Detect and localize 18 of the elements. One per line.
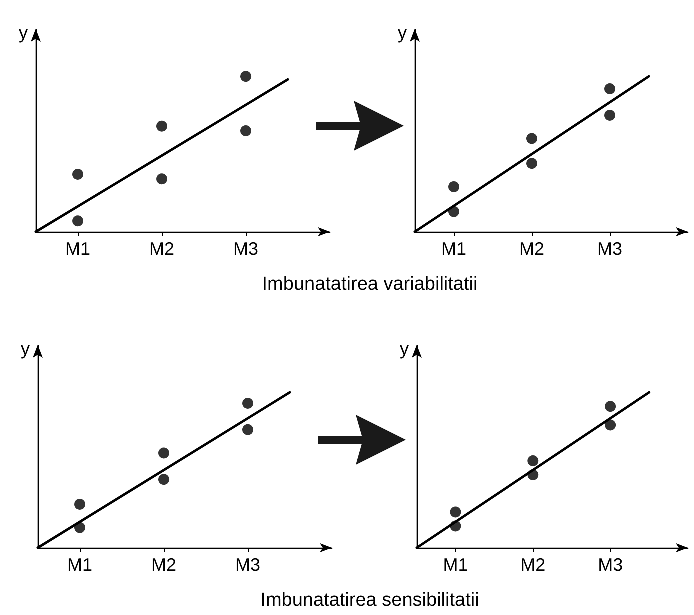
y-axis-title: y xyxy=(400,339,409,359)
x-tick-label: M3 xyxy=(597,239,623,259)
x-tick-label: M2 xyxy=(151,555,177,575)
y-axis-title: y xyxy=(19,23,28,43)
x-tick-label: M3 xyxy=(233,239,259,259)
y-axis-title: y xyxy=(398,23,407,43)
x-tick-label: M1 xyxy=(65,239,91,259)
y-axis-title: y xyxy=(21,339,30,359)
x-tick-label: M2 xyxy=(149,239,175,259)
x-tick-label: M2 xyxy=(520,555,546,575)
x-tick-label: M1 xyxy=(443,555,468,575)
x-tick-label: M3 xyxy=(598,555,624,575)
x-tick-label: M2 xyxy=(519,239,545,259)
x-tick-label: M1 xyxy=(67,555,93,575)
x-tick-label: M1 xyxy=(441,239,467,259)
text: Imbunatatirea variabilitatii xyxy=(262,274,478,296)
text: Imbunatatirea sensibilitatii xyxy=(260,590,480,612)
x-tick-label: M3 xyxy=(235,555,261,575)
